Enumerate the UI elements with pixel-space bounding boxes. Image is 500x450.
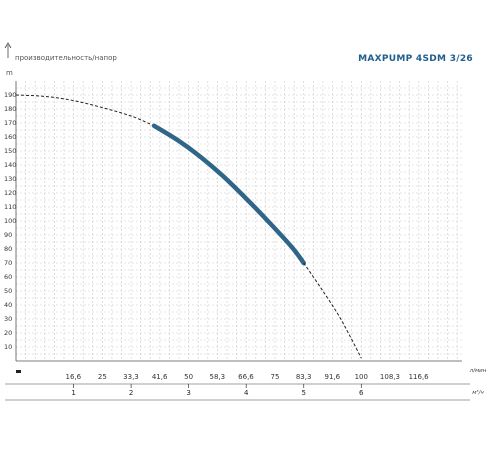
y-tick-label: 50 xyxy=(4,287,12,295)
x-tick-label-lpm: 108,3 xyxy=(380,373,400,381)
y-axis-arrow xyxy=(4,42,12,58)
y-tick-label: 130 xyxy=(4,175,16,183)
axes xyxy=(5,81,470,401)
curve-extension-dashed-2 xyxy=(303,262,362,359)
y-tick-label: 20 xyxy=(4,329,12,337)
x-tick-label-lpm: 91,6 xyxy=(324,373,340,381)
y-unit-label: m xyxy=(6,69,13,77)
x-tick-label-lpm: 16,6 xyxy=(66,373,82,381)
x-tick-label-lpm: 116,6 xyxy=(409,373,430,381)
x-tick-label-m3h: 4 xyxy=(244,389,249,397)
y-tick-label: 30 xyxy=(4,315,12,323)
x-tick-label-m3h: 1 xyxy=(71,389,75,397)
origin-marker xyxy=(16,370,21,373)
curve-extension-dashed-0 xyxy=(15,94,155,127)
y-tick-label: 180 xyxy=(4,105,16,113)
grid xyxy=(16,81,462,361)
y-tick-label: 90 xyxy=(4,231,12,239)
x-tick-label-lpm: 33,3 xyxy=(123,373,139,381)
x-tick-label-lpm: 100 xyxy=(355,373,368,381)
y-tick-label: 160 xyxy=(4,133,16,141)
x-tick-label-lpm: 66,6 xyxy=(238,373,254,381)
x-tick-label-m3h: 5 xyxy=(302,389,306,397)
x-tick-label-lpm: 83,3 xyxy=(296,373,312,381)
x-tick-label-lpm: 50 xyxy=(184,373,193,381)
x-tick-labels: 16,6 25 33,3 41,6 50 58,3 66,6 75 83,3 91,6 100 108… xyxy=(66,373,430,397)
y-tick-labels: 10 20 30 40 50 60 70 80 90 100 110 120 130 140 150 160 1… xyxy=(4,91,16,351)
y-tick-label: 150 xyxy=(4,147,16,155)
chart-title: MAXPUMP 4SDM 3/26 xyxy=(358,54,473,64)
y-tick-label: 190 xyxy=(4,91,16,99)
y-tick-label: 140 xyxy=(4,161,16,169)
y-tick-label: 10 xyxy=(4,343,12,351)
operating-curve-solid xyxy=(151,123,306,266)
y-tick-label: 70 xyxy=(4,259,12,267)
x-tick-label-lpm: 41,6 xyxy=(152,373,168,381)
curves xyxy=(15,94,362,359)
y-axis-label: производительность/напор xyxy=(15,54,117,62)
x-tick-label-lpm: 25 xyxy=(98,373,107,381)
x-tick-label-m3h: 6 xyxy=(359,389,364,397)
y-tick-label: 80 xyxy=(4,245,12,253)
x-unit-m3h: м³/ч xyxy=(472,389,484,396)
x-unit-lpm: л/мин xyxy=(469,368,487,374)
y-tick-label: 110 xyxy=(4,203,16,211)
x-tick-label-m3h: 3 xyxy=(186,389,190,397)
y-tick-label: 120 xyxy=(4,189,16,197)
y-tick-label: 100 xyxy=(4,217,16,225)
x-tick-label-m3h: 2 xyxy=(129,389,133,397)
x-tick-label-lpm: 58,3 xyxy=(210,373,226,381)
y-tick-label: 170 xyxy=(4,119,16,127)
y-tick-label: 60 xyxy=(4,273,12,281)
x-tick-label-lpm: 75 xyxy=(271,373,280,381)
y-tick-label: 40 xyxy=(4,301,12,309)
